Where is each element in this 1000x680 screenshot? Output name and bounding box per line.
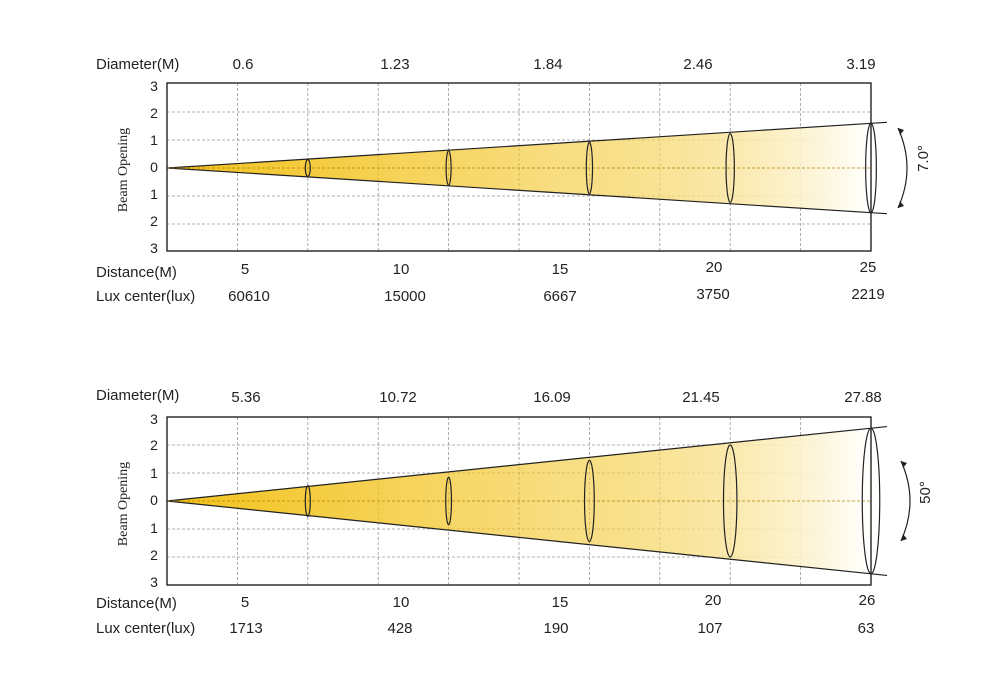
distance-row-label: Distance(M) (96, 264, 177, 281)
beam-cross-section (585, 141, 594, 195)
y-tick: 2 (150, 105, 158, 121)
y-tick: 1 (150, 132, 158, 148)
diameter-value: 1.84 (533, 56, 563, 73)
distance-value: 5 (240, 594, 250, 611)
beam-cross-section (304, 159, 311, 178)
lux-value: 107 (697, 620, 723, 637)
distance-value: 5 (240, 261, 250, 278)
angle-arrowhead (901, 534, 907, 541)
beam-cross-section (445, 476, 453, 526)
lux-value: 2219 (851, 286, 885, 303)
y-tick: 3 (150, 574, 158, 590)
lux-row-label: Lux center(lux) (96, 288, 196, 305)
plot-frame (166, 82, 872, 252)
lux-value: 60610 (228, 288, 270, 305)
y-tick: 1 (150, 520, 158, 536)
diameter-value: 21.45 (682, 389, 720, 406)
distance-value: 10 (392, 261, 410, 278)
distance-value: 26 (858, 592, 876, 609)
lux-value: 428 (387, 620, 413, 637)
y-tick: 0 (150, 159, 158, 175)
diameter-value: 2.46 (683, 56, 713, 73)
diameter-row-label: Diameter(M) (96, 387, 180, 404)
beam-edge-lower (166, 167, 888, 215)
beam-edge-upper (166, 121, 888, 169)
angle-arrowhead (901, 461, 907, 468)
distance-row-label: Distance(M) (96, 595, 177, 612)
diameter-value: 16.09 (533, 389, 571, 406)
diameter-value: 5.36 (231, 389, 261, 406)
y-tick: 2 (150, 213, 158, 229)
angle-arc (897, 127, 908, 209)
lux-row-label: Lux center(lux) (96, 620, 196, 637)
angle-arc (900, 460, 911, 542)
beam-cross-section (583, 459, 595, 543)
y-tick: 3 (150, 240, 158, 256)
lux-value: 1713 (229, 620, 263, 637)
distance-value: 25 (859, 259, 877, 276)
lux-value: 63 (857, 620, 875, 637)
diameter-value: 1.23 (380, 56, 410, 73)
distance-value: 20 (705, 259, 723, 276)
distance-value: 20 (704, 592, 722, 609)
diameter-value: 0.6 (232, 56, 254, 73)
beam-edge-lower (166, 500, 888, 577)
diameter-value: 3.19 (846, 56, 876, 73)
diameter-value: 27.88 (844, 389, 882, 406)
angle-arrowhead (898, 128, 904, 135)
lux-value: 190 (543, 620, 569, 637)
distance-value: 15 (551, 261, 569, 278)
beam-edge-upper (166, 425, 888, 502)
lux-value: 6667 (543, 288, 577, 305)
distance-value: 10 (392, 594, 410, 611)
beam-cross-section (722, 444, 738, 558)
lux-value: 3750 (696, 286, 730, 303)
y-tick: 1 (150, 186, 158, 202)
y-tick: 1 (150, 465, 158, 481)
beam-cross-section (725, 132, 735, 204)
y-tick: 2 (150, 437, 158, 453)
y-tick: 3 (150, 78, 158, 94)
plot-frame (166, 416, 872, 586)
angle-arrowhead (898, 201, 904, 208)
diameter-row-label: Diameter(M) (96, 56, 180, 73)
lux-value: 15000 (384, 288, 426, 305)
beam-cross-section (445, 150, 452, 186)
y-tick: 0 (150, 492, 158, 508)
beam-cross-section (304, 485, 311, 518)
y-tick: 3 (150, 411, 158, 427)
distance-value: 15 (551, 594, 569, 611)
diameter-value: 10.72 (379, 389, 417, 406)
y-tick: 2 (150, 547, 158, 563)
